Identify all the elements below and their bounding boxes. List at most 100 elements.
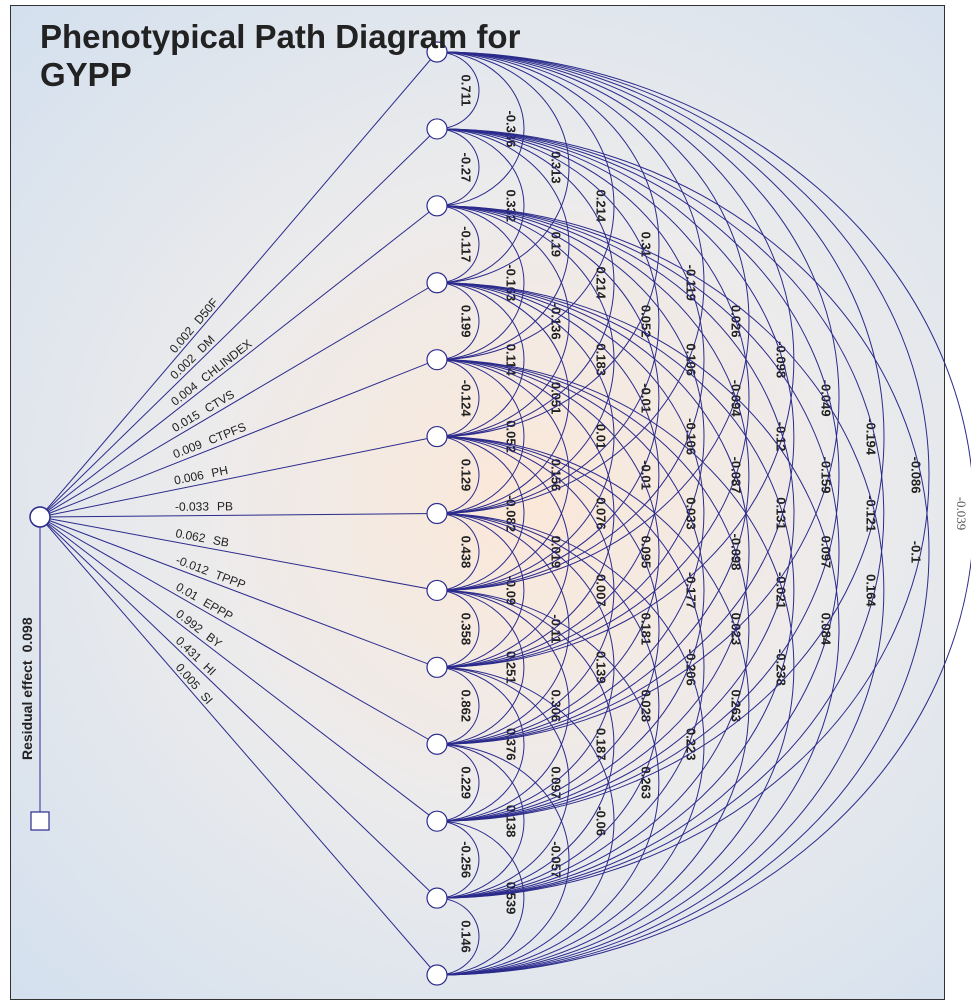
correlation-arc [436,205,795,822]
correlation-label: -0.177 [684,572,699,609]
trait-name: DM [195,333,218,356]
correlation-label: 0.139 [594,651,609,684]
correlation-label: 0.106 [684,343,699,376]
correlation-arc [436,513,570,745]
correlation-arc [436,820,525,976]
correlation-label: 0.028 [639,690,654,723]
correlation-label: -0.194 [864,418,879,456]
correlation-label: -0.206 [684,649,699,686]
trait-node [426,195,448,217]
correlation-label: 0.097 [819,536,834,569]
correlation-label: -0.06 [594,806,609,836]
correlation-arc [436,589,570,822]
correlation-label: -0.11 [549,614,564,643]
correlation-arc [436,436,750,976]
correlation-arc [436,205,705,668]
correlation-arc [436,589,480,668]
direct-effect-value: 0.009 [171,437,204,461]
direct-effect-value: 0.006 [173,468,206,488]
correlation-label: 0.181 [639,613,654,646]
trait-node [426,656,448,678]
correlation-label: 0.862 [459,690,474,723]
correlation-label: 0.129 [459,459,474,492]
correlation-arc [436,51,480,130]
origin-node [29,506,51,528]
trait-node [426,349,448,371]
correlation-label: 0.438 [459,536,474,569]
path-line [39,516,438,899]
path-line [39,282,438,518]
correlation-arc [436,589,525,745]
correlation-arc [436,513,480,591]
residual-value: 0.098 [19,617,35,652]
correlation-arc [436,128,885,899]
trait-node [426,887,448,909]
correlation-arc [436,282,750,822]
correlation-arc [436,282,570,514]
correlation-label: 0.076 [594,497,609,530]
correlation-label: 0.358 [459,613,474,646]
correlation-arc [436,743,525,899]
correlation-label: 0.306 [549,690,564,723]
trait-name: PB [217,499,233,513]
correlation-label: 0.052 [639,305,654,338]
correlation-label: 0.097 [549,766,564,799]
path-line [39,436,438,518]
correlation-arc [436,743,480,822]
correlation-arc [436,897,480,976]
correlation-label: 0.711 [459,75,474,107]
correlation-label: 0.313 [549,151,564,184]
trait-name: BY [203,630,224,651]
path-line [39,516,438,591]
title: Phenotypical Path Diagram for GYPP [40,18,521,93]
correlation-arc [436,51,971,976]
correlation-label: 0.095 [639,536,654,569]
correlation-label: 0.156 [549,459,564,492]
trait-node [426,810,448,832]
correlation-label: -0.039 [954,497,969,531]
correlation-arc [436,282,659,668]
correlation-label: -0.049 [819,380,834,417]
correlation-arc [436,436,660,822]
correlation-arc [436,128,705,591]
correlation-label: -0.117 [459,226,474,262]
correlation-label: -0.106 [684,418,699,455]
trait-node [426,964,448,986]
residual-label-text: Residual effect [19,660,35,760]
trait-node [426,733,448,755]
correlation-arc [436,359,525,514]
correlation-arc [436,128,750,668]
correlation-arc [436,513,705,976]
correlation-label: 0.214 [594,190,609,223]
correlation-arc [436,128,570,361]
correlation-arc [436,359,705,822]
direct-effect-value: 0.01 [174,580,202,604]
correlation-arc [436,51,929,899]
correlation-arc [436,128,480,207]
correlation-arc [436,51,840,745]
correlation-arc [436,820,480,899]
correlation-label: 0.019 [549,536,564,569]
trait-node [426,41,448,63]
correlation-label: -0.086 [909,457,924,494]
correlation-label: 0.01 [594,424,609,449]
correlation-arc [436,51,525,207]
trait-node [426,118,448,140]
correlation-label: -0.01 [639,460,654,490]
correlation-label: -0.057 [549,841,564,878]
trait-name: TPPP [213,568,247,592]
path-line [39,516,438,745]
direct-effect-value: 0.062 [174,526,206,545]
correlation-label: -0.163 [504,264,519,301]
correlation-arc [436,436,525,591]
correlation-arc [436,128,840,822]
correlation-label: -0.01 [639,383,654,413]
correlation-label: 0.214 [594,266,609,299]
direct-effect-label: 0.006 PH [173,463,229,488]
trait-name: HI [200,660,218,678]
correlation-arc [436,359,750,899]
direct-effect-label: -0.033 PB [175,499,233,514]
correlation-arc [436,743,570,976]
path-line [39,516,438,668]
